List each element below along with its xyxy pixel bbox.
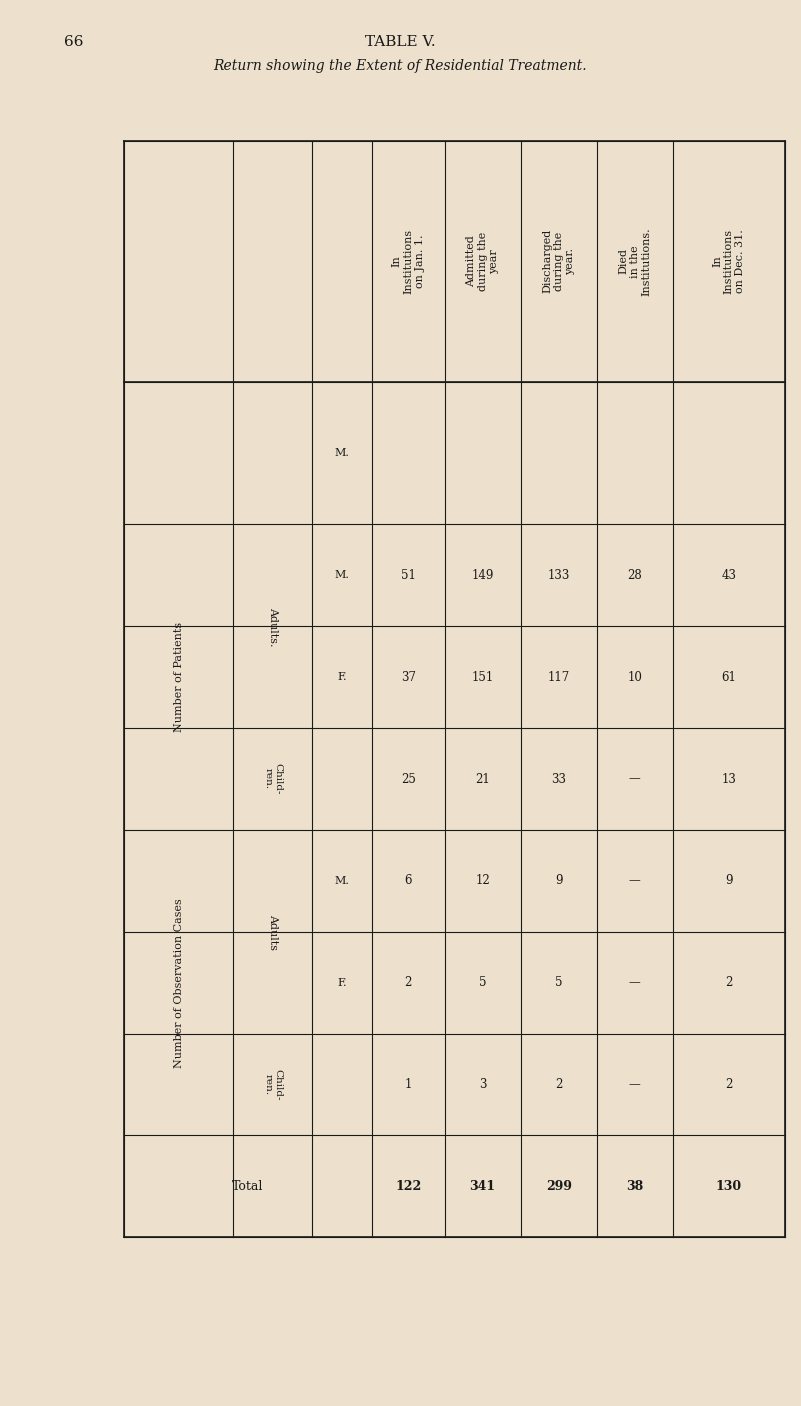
Text: 117: 117 xyxy=(548,671,570,683)
Text: TABLE V.: TABLE V. xyxy=(365,35,436,49)
Text: M.: M. xyxy=(335,449,350,458)
Text: 130: 130 xyxy=(716,1180,742,1192)
Text: F.: F. xyxy=(337,672,347,682)
Text: 299: 299 xyxy=(545,1180,572,1192)
Text: 122: 122 xyxy=(395,1180,421,1192)
Text: M.: M. xyxy=(335,876,350,886)
Text: 38: 38 xyxy=(626,1180,643,1192)
Text: Discharged
during the
year.: Discharged during the year. xyxy=(542,229,575,294)
Text: F.: F. xyxy=(337,977,347,987)
Text: 2: 2 xyxy=(725,976,732,990)
Text: 66: 66 xyxy=(64,35,83,49)
Text: 28: 28 xyxy=(627,569,642,582)
Text: —: — xyxy=(629,772,641,786)
Text: 61: 61 xyxy=(722,671,736,683)
Text: 5: 5 xyxy=(479,976,486,990)
Text: 2: 2 xyxy=(405,976,412,990)
Text: —: — xyxy=(629,976,641,990)
Text: Number of Observation Cases: Number of Observation Cases xyxy=(174,898,183,1067)
Text: —: — xyxy=(629,875,641,887)
Text: In
Institutions
on Dec. 31.: In Institutions on Dec. 31. xyxy=(712,229,746,294)
Text: 25: 25 xyxy=(400,772,416,786)
Text: 341: 341 xyxy=(469,1180,496,1192)
Text: In
Institutions
on Jan. 1.: In Institutions on Jan. 1. xyxy=(392,229,425,294)
Text: Number of Patients: Number of Patients xyxy=(174,621,183,733)
Text: 43: 43 xyxy=(722,569,736,582)
Text: Admitted
during the
year: Admitted during the year xyxy=(466,232,499,291)
Text: 51: 51 xyxy=(400,569,416,582)
Text: 133: 133 xyxy=(547,569,570,582)
Text: Died
in the
Institutions.: Died in the Institutions. xyxy=(618,226,651,295)
Text: 10: 10 xyxy=(627,671,642,683)
Text: Child-
ren.: Child- ren. xyxy=(264,763,283,794)
Text: 149: 149 xyxy=(472,569,494,582)
Text: —: — xyxy=(629,1078,641,1091)
Text: 37: 37 xyxy=(400,671,416,683)
Text: Child-
ren.: Child- ren. xyxy=(264,1069,283,1101)
Text: Return showing the Extent of Residential Treatment.: Return showing the Extent of Residential… xyxy=(214,59,587,73)
Text: 3: 3 xyxy=(479,1078,486,1091)
Text: Adults.: Adults. xyxy=(268,606,278,645)
Text: 9: 9 xyxy=(555,875,562,887)
Text: 6: 6 xyxy=(405,875,412,887)
Text: 13: 13 xyxy=(722,772,736,786)
Text: 9: 9 xyxy=(725,875,733,887)
Text: 12: 12 xyxy=(475,875,490,887)
Text: 21: 21 xyxy=(475,772,490,786)
Text: 2: 2 xyxy=(725,1078,732,1091)
Text: 2: 2 xyxy=(555,1078,562,1091)
Text: 1: 1 xyxy=(405,1078,412,1091)
Text: Adults: Adults xyxy=(268,914,278,950)
Text: 5: 5 xyxy=(555,976,562,990)
Text: M.: M. xyxy=(335,571,350,581)
Text: 151: 151 xyxy=(472,671,493,683)
Text: Total: Total xyxy=(232,1180,264,1192)
Text: 33: 33 xyxy=(551,772,566,786)
